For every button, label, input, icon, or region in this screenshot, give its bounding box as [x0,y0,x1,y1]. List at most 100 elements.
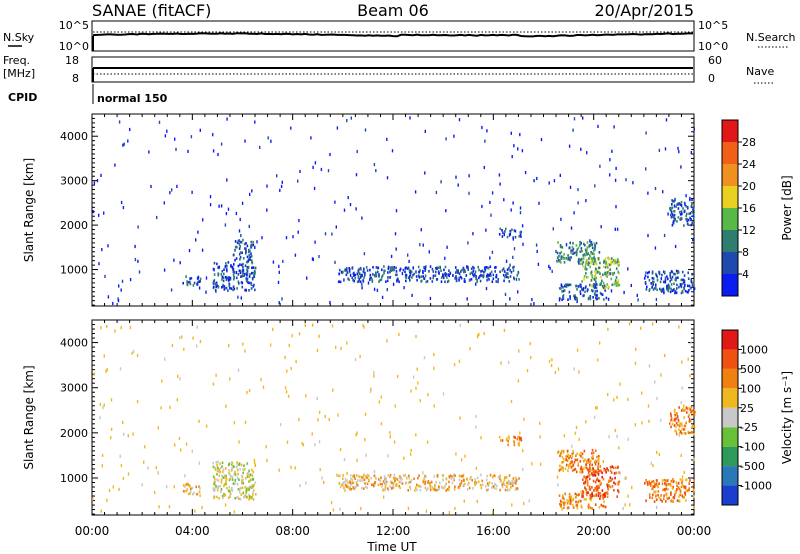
power-data-point [199,128,201,132]
power-data-point [411,293,413,297]
velocity-data-point [673,479,675,483]
velocity-data-point [589,506,592,510]
power-data-point [587,276,589,279]
power-data-point [437,266,439,270]
power-data-point [603,265,605,269]
power-data-point [615,267,618,270]
velocity-data-point [433,404,435,408]
power-data-point [559,173,561,177]
velocity-data-point [241,482,243,485]
velocity-data-point [488,481,491,484]
velocity-data-point [346,485,349,488]
power-data-point [566,283,568,286]
power-data-point [359,273,362,277]
velocity-data-point [244,349,246,353]
velocity-data-point [355,433,357,437]
velocity-data-point [347,481,349,484]
power-data-point [601,279,603,283]
power-data-point [235,257,238,260]
power-data-point [247,281,249,284]
power-data-point [472,232,474,236]
power-data-point [615,205,617,209]
power-data-point [354,273,357,277]
x-axis-title: Time UT [366,540,417,554]
velocity-data-point [379,482,382,486]
velocity-data-point [106,498,108,502]
velocity-data-point [118,487,120,491]
velocity-data-point [679,478,682,481]
power-data-point [504,230,506,233]
power-data-point [605,285,607,289]
power-data-point [129,278,132,282]
velocity-data-point [502,482,505,486]
velocity-data-point [423,477,425,481]
velocity-data-point [239,488,241,492]
power-data-point [594,267,597,271]
power-data-point [518,235,520,238]
velocity-data-point [677,486,680,489]
velocity-data-point [254,463,256,467]
velocity-data-point [686,407,688,410]
power-data-point [560,287,562,290]
velocity-data-point [425,488,428,492]
power-data-point [371,278,373,281]
velocity-data-point [237,368,240,372]
power-data-point [386,137,388,141]
velocity-data-point [217,460,219,464]
power-data-point [472,272,474,276]
power-data-point [495,280,498,283]
power-data-point [239,263,241,266]
power-data-point [558,298,561,302]
power-data-point [249,192,251,196]
power-data-point [436,267,438,270]
velocity-data-point [233,472,235,476]
velocity-data-point [160,406,162,410]
power-data-point [509,297,511,301]
power-data-point [238,243,241,246]
velocity-data-point [331,324,334,328]
velocity-data-point [561,455,564,459]
power-data-point [238,239,240,242]
power-data-point [488,273,490,277]
velocity-data-point [597,471,600,474]
velocity-data-point [343,486,345,489]
velocity-data-point [600,482,602,485]
power-data-point [429,296,432,301]
power-data-point [251,189,253,193]
velocity-data-point [573,468,575,472]
power-data-point [589,239,591,243]
velocity-data-point [580,454,582,458]
power-data-point [250,287,253,290]
power-data-point [366,269,369,272]
power-data-point [429,265,432,268]
power-data-point [251,276,254,280]
velocity-data-point [601,489,604,492]
power-data-point [389,270,391,274]
power-data-point [669,271,671,275]
power-data-point [278,270,280,274]
power-data-point [481,125,483,130]
velocity-data-point [687,415,690,418]
velocity-data-point [493,474,496,478]
power-data-point [386,288,388,292]
power-data-point [611,149,613,153]
velocity-data-point [593,494,595,498]
velocity-data-point [120,326,122,330]
power-data-point [354,276,356,280]
power-data-point [491,280,494,283]
power-data-point [507,272,509,275]
velocity-data-point [508,474,511,477]
velocity-data-point [675,430,678,433]
velocity-data-point [574,431,577,435]
power-data-point [490,270,493,274]
velocity-data-point [573,460,576,464]
velocity-data-point [679,430,682,433]
velocity-data-point [576,458,579,462]
power-data-point [463,268,466,272]
power-data-point [242,265,244,269]
power-data-point [209,195,212,199]
velocity-data-point [661,479,664,482]
velocity-data-point [675,424,677,428]
velocity-data-point [424,474,426,478]
power-data-point [232,285,235,288]
